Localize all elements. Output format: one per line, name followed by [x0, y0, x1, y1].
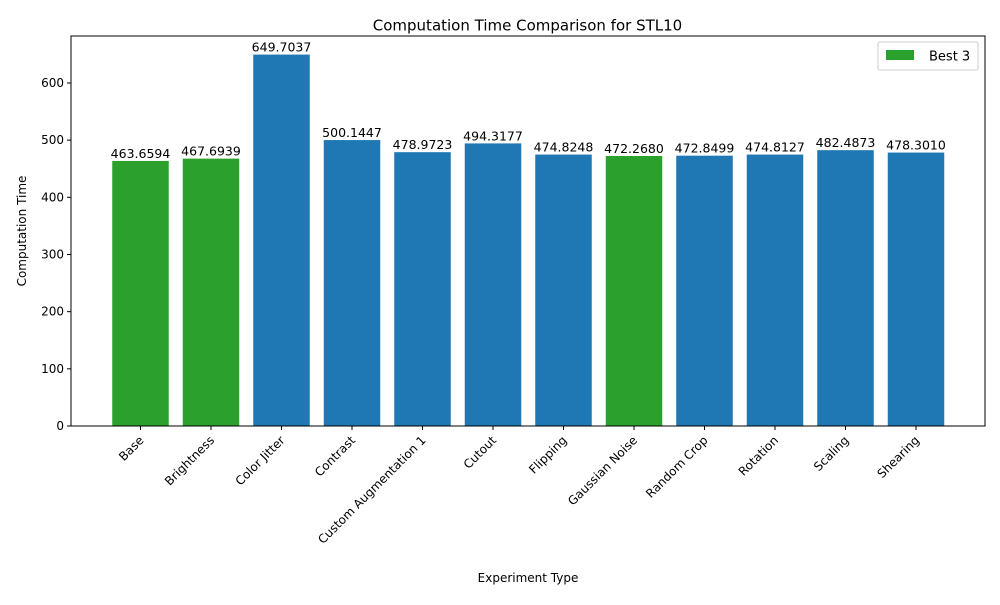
- y-axis: 0 100 200 300 400 500 600: [41, 76, 71, 433]
- y-axis-label: Computation Time: [15, 176, 29, 287]
- bar-shearing: [887, 152, 945, 427]
- data-label-random-crop: 472.8499: [675, 141, 735, 156]
- y-tick-label-100: 100: [41, 362, 64, 376]
- plot-frame: [70, 35, 986, 427]
- data-label-color-jitter: 649.7037: [252, 40, 312, 55]
- x-tick-label-flipping: Flipping: [526, 433, 569, 476]
- x-axis-label: Experiment Type: [478, 571, 579, 585]
- x-tick-label-base: Base: [116, 433, 147, 464]
- y-tick-label-300: 300: [41, 247, 64, 261]
- chart-title: Computation Time Comparison for STL10: [373, 17, 682, 35]
- bar-cutout: [464, 143, 522, 427]
- bar-contrast: [323, 140, 381, 427]
- bar-random-crop: [676, 155, 733, 427]
- data-label-shearing: 478.3010: [886, 138, 946, 153]
- y-tick-label-600: 600: [41, 76, 64, 90]
- legend: Best 3: [877, 41, 979, 71]
- data-label-brightness: 467.6939: [181, 144, 241, 159]
- x-axis: Base Brightness Color Jitter ContrastCustom…: [116, 426, 922, 547]
- x-tick-label-rotation: Rotation: [736, 433, 781, 478]
- bars-group: [112, 54, 945, 427]
- y-tick-label-400: 400: [41, 190, 64, 204]
- bar-custom-augmentation-1: [394, 152, 451, 426]
- data-label-gaussian-noise: 472.2680: [604, 141, 664, 156]
- bar-color-jitter: [253, 54, 310, 426]
- x-tick-label-shearing: Shearing: [874, 433, 922, 481]
- data-label-base: 463.6594: [111, 146, 171, 161]
- legend-box: [877, 41, 979, 71]
- data-label-contrast: 500.1447: [322, 125, 382, 140]
- legend-swatch-best-3: [886, 50, 914, 60]
- x-tick-label-cutout: Cutout: [461, 433, 500, 472]
- data-label-rotation: 474.8127: [745, 140, 805, 155]
- data-label-scaling: 482.4873: [816, 135, 876, 150]
- x-tick-label-contrast: Contrast: [312, 433, 358, 479]
- bar-base: [112, 160, 169, 427]
- bar-rotation: [746, 154, 804, 426]
- x-tick-label-random-crop: Random Crop: [643, 433, 711, 501]
- bar-flipping: [535, 154, 592, 426]
- bar-scaling: [817, 150, 874, 426]
- y-tick-label-500: 500: [41, 133, 64, 147]
- x-tick-label-scaling: Scaling: [811, 433, 852, 474]
- data-label-flipping: 474.8248: [534, 140, 594, 155]
- bar-gaussian-noise: [605, 156, 663, 426]
- y-tick-label-200: 200: [41, 305, 64, 319]
- data-label-custom-augmentation-1: 478.9723: [393, 137, 453, 152]
- x-tick-label-color-jitter: Color Jitter: [233, 433, 288, 488]
- legend-label-best-3: Best 3: [929, 50, 970, 65]
- x-tick-label-brightness: Brightness: [162, 433, 217, 488]
- data-labels-group: 463.6594 467.6939 649.7037 500.1447 478.9723…: [111, 40, 946, 161]
- bar-brightness: [182, 158, 240, 426]
- x-tick-label-gaussian-noise: Gaussian Noise: [565, 433, 640, 508]
- y-tick-label-0: 0: [56, 419, 64, 433]
- data-label-cutout: 494.3177: [463, 128, 523, 143]
